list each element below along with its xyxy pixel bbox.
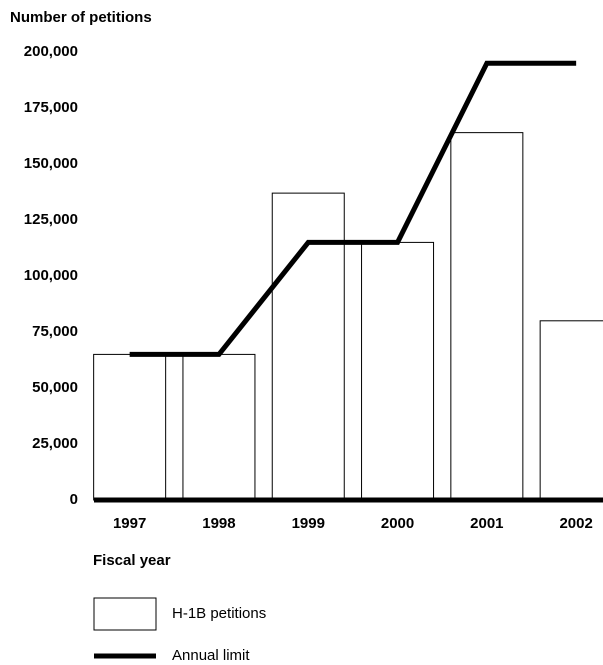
y-tick-label: 175,000 (24, 99, 78, 116)
y-tick-label: 25,000 (32, 435, 78, 452)
bar (450, 132, 524, 501)
x-tick-label: 2001 (470, 515, 503, 532)
y-tick-label: 125,000 (24, 211, 78, 228)
y-tick-label: 50,000 (32, 379, 78, 396)
bar (361, 241, 435, 501)
y-tick-label: 75,000 (32, 323, 78, 340)
x-tick-label: 2000 (381, 515, 414, 532)
legend-label: H-1B petitions (172, 605, 266, 622)
legend-label: Annual limit (172, 647, 250, 664)
bar (182, 353, 256, 501)
legend-swatch (93, 597, 157, 631)
limit-line (129, 60, 577, 357)
x-tick-label: 2002 (559, 515, 592, 532)
y-axis-title: Number of petitions (10, 9, 152, 26)
y-tick-label: 0 (70, 491, 78, 508)
bar (539, 320, 603, 501)
y-tick-label: 150,000 (24, 155, 78, 172)
bar (271, 192, 345, 501)
y-tick-label: 200,000 (24, 43, 78, 60)
y-tick-label: 100,000 (24, 267, 78, 284)
x-axis-title: Fiscal year (93, 552, 171, 569)
x-tick-label: 1997 (113, 515, 146, 532)
x-tick-label: 1999 (292, 515, 325, 532)
x-tick-label: 1998 (202, 515, 235, 532)
bar (93, 353, 167, 501)
